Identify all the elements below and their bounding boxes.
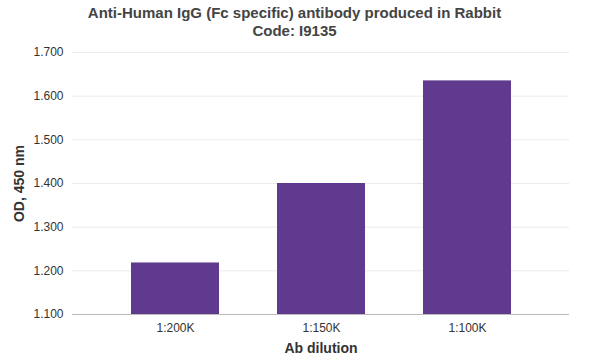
svg-text:Ab dilution: Ab dilution [284, 340, 357, 356]
html-text:Anti-Human IgG (Fc specific) a: Anti-Human IgG (Fc specific) antibody pr… [87, 4, 502, 21]
svg-text:1.600: 1.600 [33, 89, 63, 103]
svg-text:1.500: 1.500 [33, 133, 63, 147]
svg-text:1.200: 1.200 [33, 264, 63, 278]
svg-text:1.700: 1.700 [33, 45, 63, 59]
svg-text:1:100K: 1:100K [448, 321, 486, 335]
svg-text:1:200K: 1:200K [156, 321, 194, 335]
svg-text:1.400: 1.400 [33, 176, 63, 190]
svg-text:1:150K: 1:150K [302, 321, 340, 335]
svg-text:1.100: 1.100 [33, 307, 63, 321]
svg-text:OD, 450 nm: OD, 450 nm [11, 145, 27, 222]
html-text:Code: I9135: Code: I9135 [252, 22, 337, 39]
svg-text:1.300: 1.300 [33, 220, 63, 234]
